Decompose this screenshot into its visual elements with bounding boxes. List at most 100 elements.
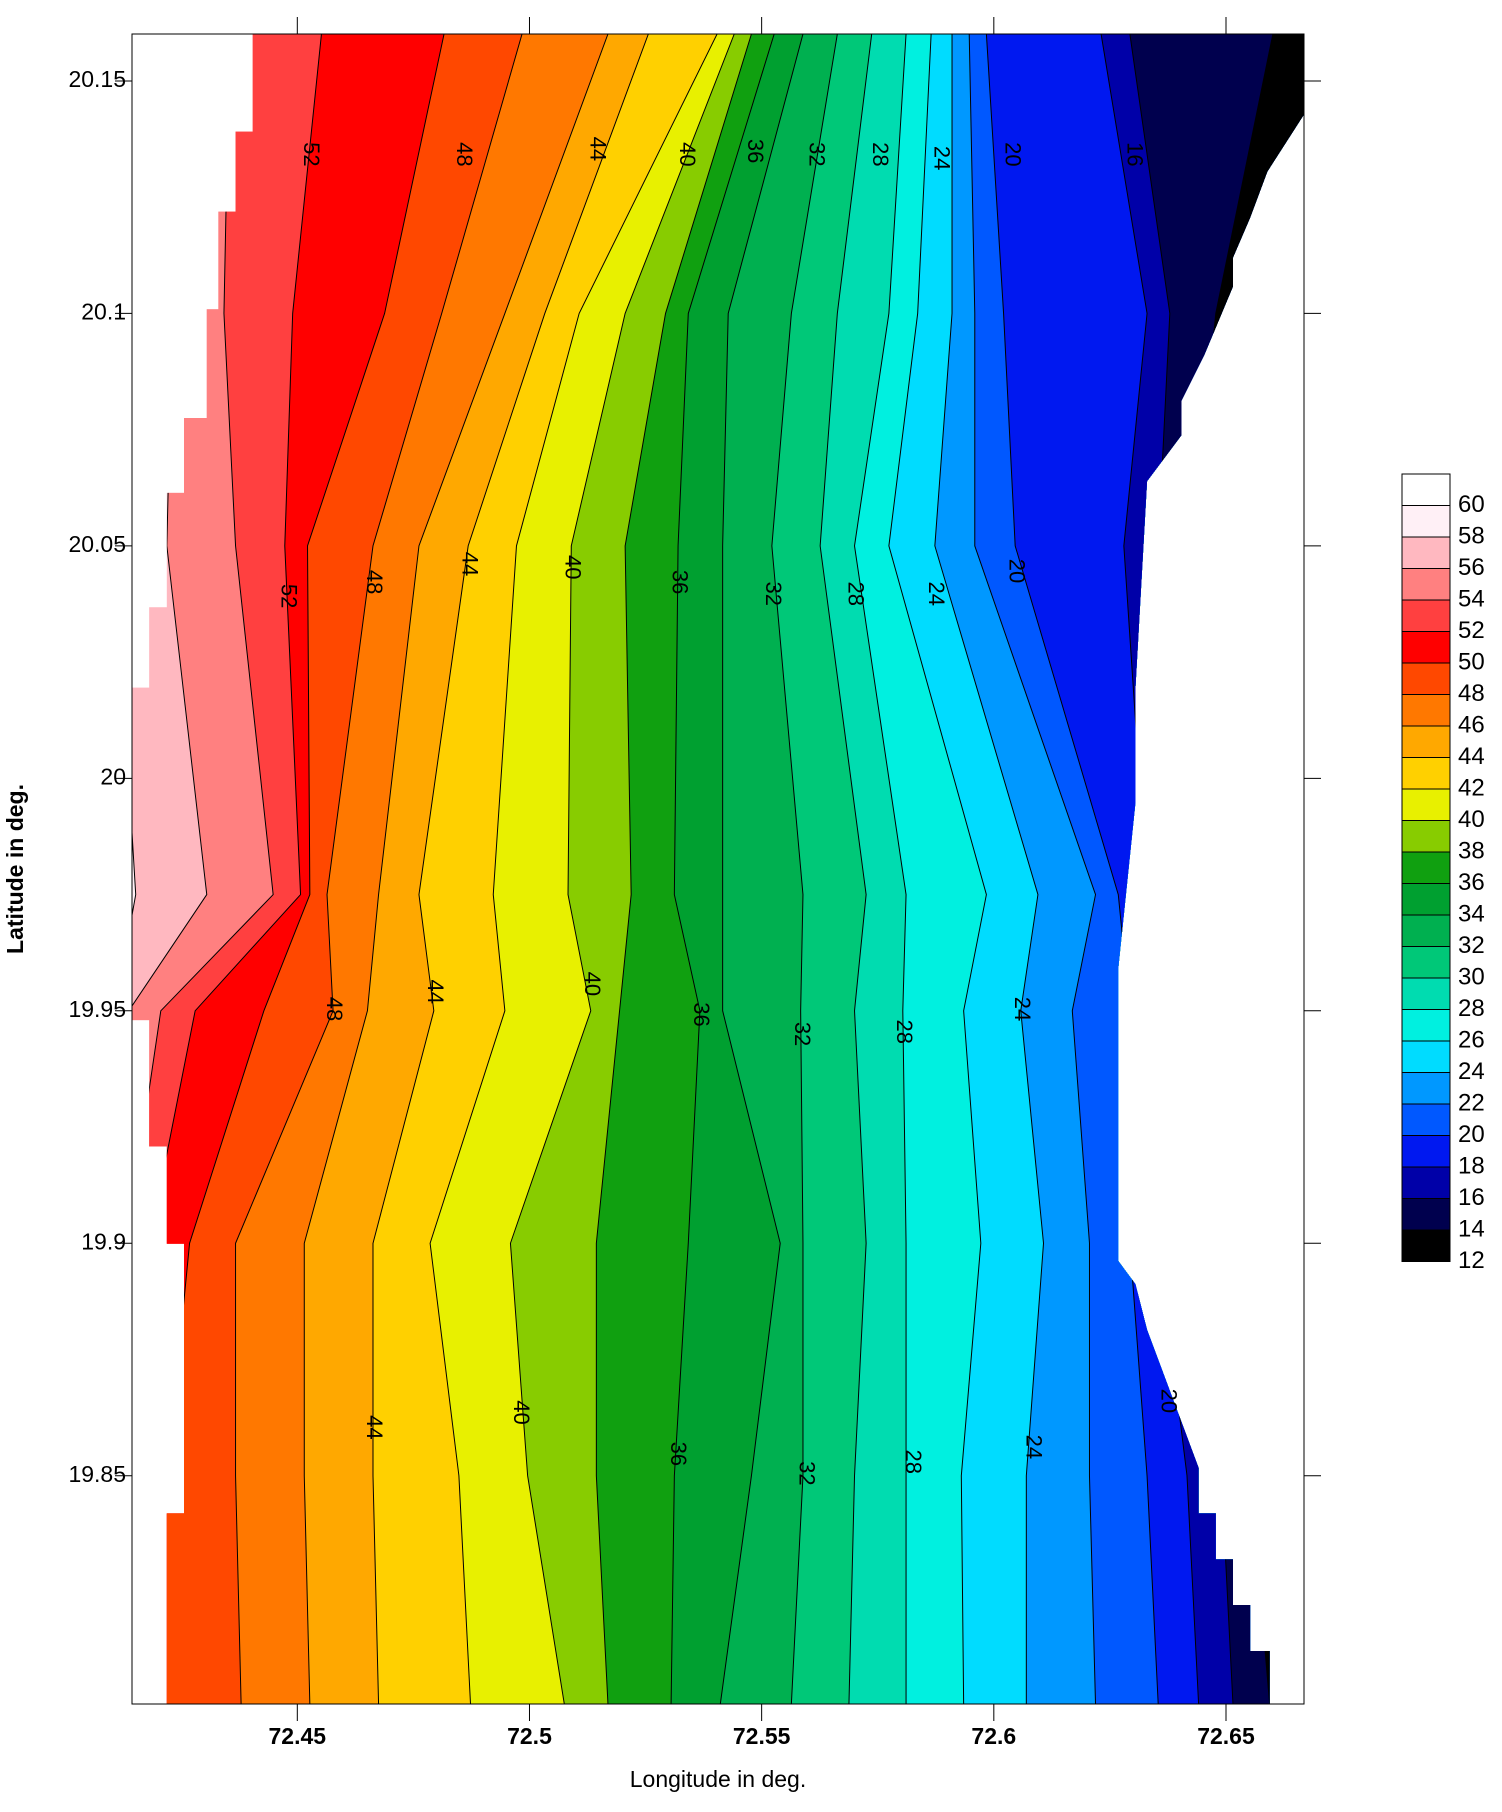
- contour-label: 20: [1157, 1389, 1182, 1413]
- legend-label: 16: [1458, 1184, 1485, 1211]
- contour-line: [372, 34, 649, 1704]
- legend-label: 30: [1458, 963, 1485, 990]
- legend: 12 14 16 18 20 22 24 26 28 30 32 34 36 38 40 42 44 46 48 50…: [1401, 473, 1485, 1274]
- contour-line: [888, 34, 987, 1704]
- legend-label: 58: [1458, 522, 1485, 549]
- legend-label: 24: [1458, 1058, 1485, 1085]
- legend-label: 56: [1458, 554, 1485, 581]
- legend-swatch: [1401, 536, 1451, 569]
- contour-line: [595, 34, 752, 1704]
- contour-label: 36: [667, 570, 692, 594]
- legend-swatch: [1401, 851, 1451, 884]
- contour-labels: 52 48 44 40 36 32 28 24 20 16 52 48 44 40 36 32 28 24 20 48…: [276, 137, 1181, 1486]
- legend-swatch: [1401, 662, 1451, 695]
- contour-label: 48: [452, 142, 477, 166]
- contour-label: 32: [761, 582, 786, 606]
- y-tick-label: 19.95: [68, 996, 126, 1022]
- legend-label: 60: [1458, 491, 1485, 518]
- legend-swatch: [1401, 599, 1451, 632]
- contour-label: 52: [299, 142, 324, 166]
- contour-line: [303, 34, 609, 1704]
- legend-label: 22: [1458, 1089, 1485, 1116]
- y-tick-label: 20.05: [68, 531, 126, 557]
- legend-swatch: [1401, 1135, 1451, 1168]
- x-tick-label: 72.45: [269, 1723, 327, 1749]
- contour-line: [819, 34, 873, 1704]
- contour-label: 40: [509, 1400, 534, 1424]
- legend-swatch: [1401, 631, 1451, 664]
- contour-label: 44: [362, 1415, 387, 1439]
- contour-label: 28: [844, 582, 869, 606]
- legend-swatch: [1401, 505, 1451, 538]
- contour-label: 28: [892, 1019, 917, 1043]
- contour-label: 44: [586, 137, 611, 161]
- legend-swatch: [1401, 694, 1451, 727]
- y-axis-label: Latitude in deg.: [2, 784, 28, 954]
- y-tick-label: 20: [100, 763, 126, 789]
- contour-label: 28: [868, 142, 893, 166]
- legend-label: 14: [1458, 1215, 1485, 1242]
- legend-swatch: [1401, 1166, 1451, 1199]
- legend-label: 54: [1458, 585, 1485, 612]
- contour-label: 32: [794, 1461, 819, 1485]
- contour-line: [132, 34, 274, 1704]
- x-tick-label: 72.55: [733, 1723, 791, 1749]
- axes: 72.45 72.5 72.55 72.6 72.65 19.85 19.9 19.95 20 2…: [68, 17, 1321, 1749]
- contour-line: [670, 34, 775, 1704]
- legend-label: 46: [1458, 711, 1485, 738]
- contour-label: 48: [362, 570, 387, 594]
- contour-line: [509, 34, 735, 1704]
- legend-label: 36: [1458, 869, 1485, 896]
- contour-label: 52: [276, 584, 301, 608]
- plot-frame: [131, 33, 1305, 1705]
- contour-line: [771, 34, 838, 1704]
- x-tick-label: 72.65: [1197, 1723, 1255, 1749]
- contour-label: 44: [423, 979, 448, 1003]
- legend-label: 20: [1458, 1121, 1485, 1148]
- y-tick-label: 20.1: [81, 298, 126, 324]
- contour-map: [132, 34, 1304, 1704]
- legend-swatch: [1401, 1229, 1451, 1262]
- contour-line: [968, 34, 1097, 1704]
- contour-line: [934, 34, 1045, 1704]
- legend-label: 38: [1458, 837, 1485, 864]
- legend-swatch: [1401, 977, 1451, 1010]
- contour-label: 20: [1001, 142, 1026, 166]
- contour-label: 40: [675, 142, 700, 166]
- legend-label: 42: [1458, 774, 1485, 801]
- legend-label: 18: [1458, 1152, 1485, 1179]
- contour-label: 24: [1010, 997, 1035, 1021]
- legend-label: 40: [1458, 806, 1485, 833]
- legend-swatch: [1401, 946, 1451, 979]
- contour-label: 40: [580, 972, 605, 996]
- x-tick-label: 72.6: [971, 1723, 1016, 1749]
- legend-swatch: [1401, 725, 1451, 758]
- legend-label: 34: [1458, 900, 1485, 927]
- legend-swatch: [1401, 820, 1451, 853]
- contour-label: 36: [689, 1002, 714, 1026]
- legend-swatch: [1401, 1040, 1451, 1073]
- legend-swatch: [1401, 883, 1451, 916]
- legend-swatch: [1401, 914, 1451, 947]
- contour-label: 24: [930, 146, 955, 170]
- contour-label: 32: [790, 1022, 815, 1046]
- y-tick-label: 19.85: [68, 1461, 126, 1487]
- legend-label: 28: [1458, 995, 1485, 1022]
- contour-label: 40: [560, 555, 585, 579]
- contour-label: 44: [457, 552, 482, 576]
- contour-line: [854, 34, 907, 1704]
- contour-label: 16: [1122, 142, 1147, 166]
- legend-swatch: [1401, 1198, 1451, 1231]
- y-tick-label: 19.9: [81, 1228, 126, 1254]
- legend-swatch: [1401, 568, 1451, 601]
- contour-label: 28: [901, 1450, 926, 1474]
- y-tick-label: 20.15: [68, 66, 126, 92]
- contour-line: [719, 34, 804, 1704]
- legend-label: 12: [1458, 1247, 1485, 1274]
- contour-label: 24: [924, 582, 949, 606]
- legend-swatch: [1401, 1103, 1451, 1136]
- legend-swatch: [1401, 757, 1451, 790]
- contour-label: 20: [1004, 559, 1029, 583]
